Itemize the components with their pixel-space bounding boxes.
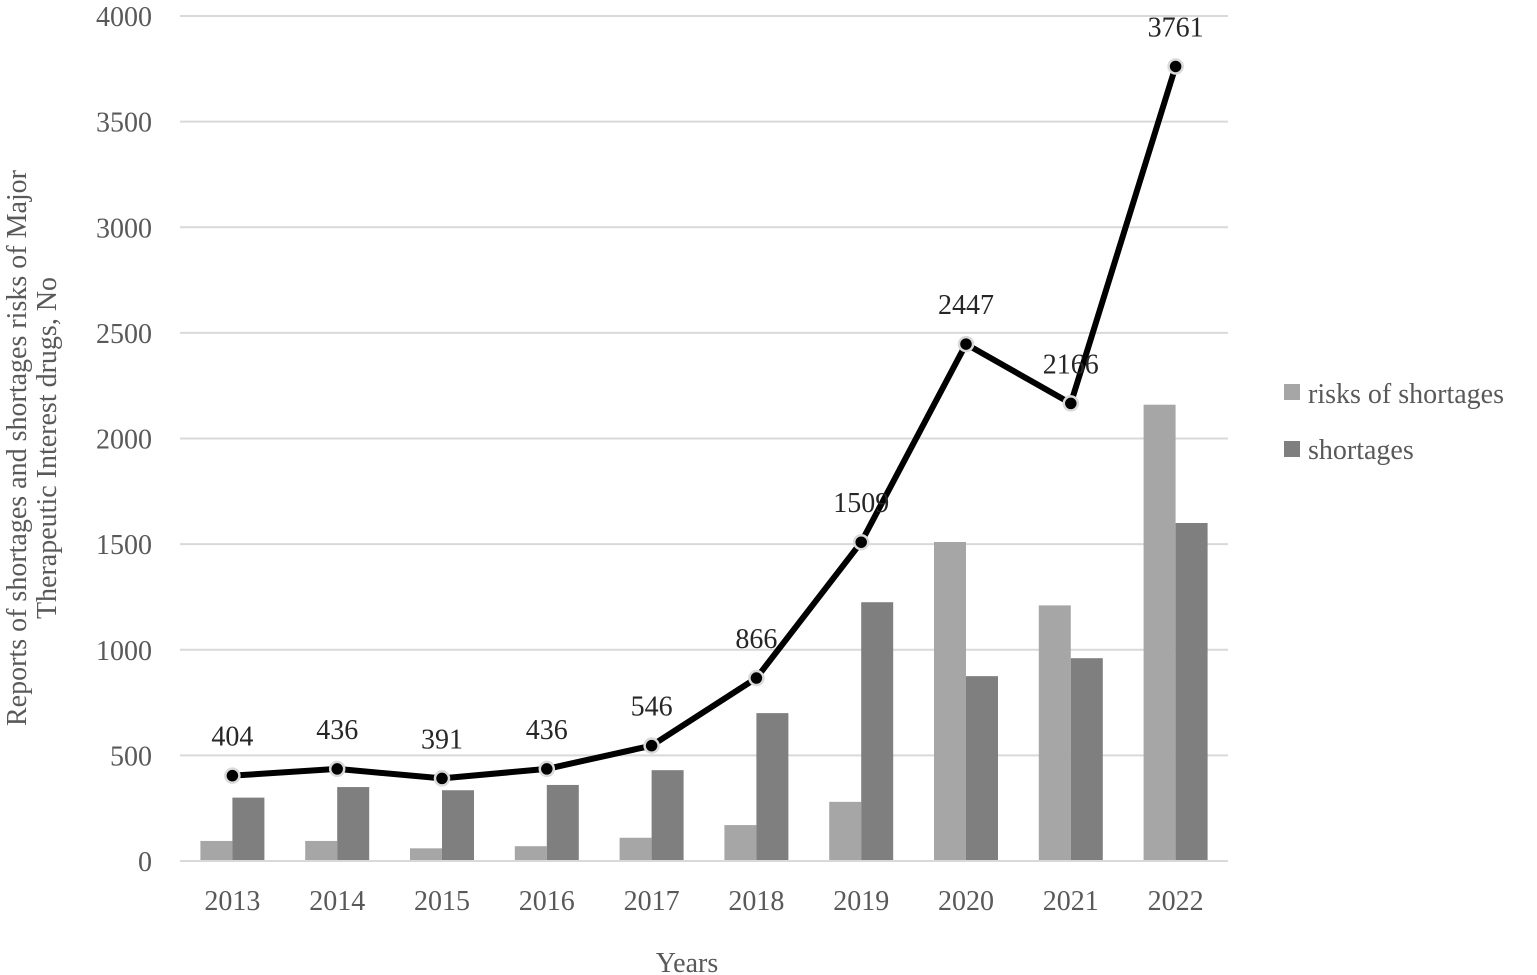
- line-data-label-2019: 1509: [833, 488, 889, 519]
- x-tick-label-2018: 2018: [728, 886, 784, 917]
- line-data-label-2015: 391: [421, 724, 463, 755]
- line-point-2016: [538, 760, 556, 778]
- line-point-2021: [1062, 395, 1080, 412]
- bar-risks-of-shortages-2015: [410, 848, 442, 861]
- x-tick-label-2015: 2015: [414, 886, 470, 917]
- x-tick-label-2020: 2020: [938, 886, 994, 917]
- line-data-label-2017: 546: [631, 692, 673, 723]
- line-data-label-2016: 436: [526, 715, 568, 746]
- line-data-label-2021: 2166: [1043, 349, 1099, 380]
- line-point-2020: [957, 335, 975, 353]
- line-point-2017: [643, 737, 660, 754]
- bar-risks-of-shortages-2020: [934, 542, 966, 861]
- bar-shortages-2013: [232, 797, 265, 861]
- y-tick-label-500: 500: [110, 741, 152, 772]
- line-point-2014: [328, 760, 346, 778]
- x-axis-title: Years: [656, 948, 719, 975]
- y-tick-label-4000: 4000: [96, 2, 152, 33]
- x-tick-label-2013: 2013: [204, 886, 260, 917]
- line-point-2019: [852, 533, 870, 551]
- x-tick-label-2019: 2019: [833, 886, 889, 917]
- x-tick-label-2022: 2022: [1148, 886, 1204, 917]
- legend: risks of shortages shortages: [1284, 379, 1504, 466]
- legend-swatch-shortages: [1284, 441, 1300, 457]
- bar-shortages-2014: [337, 787, 370, 861]
- line-point-2015: [433, 770, 451, 787]
- line-point-2013: [224, 767, 241, 784]
- bar-risks-of-shortages-2022: [1143, 404, 1176, 861]
- x-axis-ticks: 2013 2014 2015 2016 2017 2018 2019 2020 2021 2022: [204, 886, 1203, 917]
- bar-risks-of-shortages-2017: [619, 837, 652, 861]
- y-tick-label-2000: 2000: [96, 425, 152, 456]
- x-tick-label-2021: 2021: [1043, 886, 1099, 917]
- y-tick-label-2500: 2500: [96, 319, 152, 350]
- line-data-label-2013: 404: [211, 722, 253, 753]
- total-line: [224, 58, 1184, 787]
- bar-shortages-2015: [442, 790, 474, 861]
- legend-label-risks: risks of shortages: [1308, 379, 1504, 410]
- legend-swatch-risks: [1284, 384, 1300, 400]
- bar-risks-of-shortages-2019: [829, 801, 862, 861]
- y-tick-label-1000: 1000: [96, 636, 152, 667]
- bar-shortages-2018: [756, 713, 789, 861]
- bar-shortages-2021: [1070, 658, 1103, 861]
- line-point-2018: [748, 669, 765, 687]
- bar-risks-of-shortages-2014: [305, 840, 338, 861]
- y-axis-title: Reports of shortages and shortages risks…: [2, 169, 63, 726]
- x-tick-label-2016: 2016: [519, 886, 575, 917]
- bar-risks-of-shortages-2016: [514, 846, 547, 861]
- bar-shortages-2019: [861, 602, 894, 861]
- x-tick-label-2017: 2017: [624, 886, 680, 917]
- y-axis-title-line-2: Therapeutic Interest drugs, No: [32, 277, 63, 619]
- y-tick-label-1500: 1500: [96, 530, 152, 561]
- bar-risks-of-shortages-2021: [1038, 605, 1071, 861]
- bar-shortages-2016: [546, 784, 579, 861]
- bar-risks-of-shortages-2018: [724, 825, 757, 861]
- line-data-labels: 404 436 391 436 546 866 1509 2447 2166 3761: [211, 12, 1203, 755]
- bar-shortages-2022: [1175, 523, 1208, 861]
- legend-label-shortages: shortages: [1308, 435, 1414, 466]
- gridlines: [180, 15, 1228, 757]
- bar-shortages-2017: [651, 770, 684, 861]
- y-axis-ticks: 0 500 1000 1500 2000 2500 3000 3500 4000: [96, 2, 152, 878]
- x-tick-label-2014: 2014: [309, 886, 365, 917]
- bar-shortages-2020: [966, 676, 998, 861]
- bars: [200, 404, 1208, 861]
- bar-risks-of-shortages-2013: [200, 840, 233, 861]
- line-data-label-2014: 436: [316, 715, 358, 746]
- total-line-path: [232, 65, 1179, 782]
- y-tick-label-3000: 3000: [96, 213, 152, 244]
- y-tick-label-3500: 3500: [96, 108, 152, 139]
- y-tick-label-0: 0: [138, 847, 152, 878]
- line-data-label-2018: 866: [735, 624, 777, 655]
- line-data-label-2022: 3761: [1148, 12, 1204, 43]
- line-data-label-2020: 2447: [938, 290, 994, 321]
- y-axis-title-line-1: Reports of shortages and shortages risks…: [2, 169, 33, 726]
- line-point-2022: [1167, 58, 1184, 75]
